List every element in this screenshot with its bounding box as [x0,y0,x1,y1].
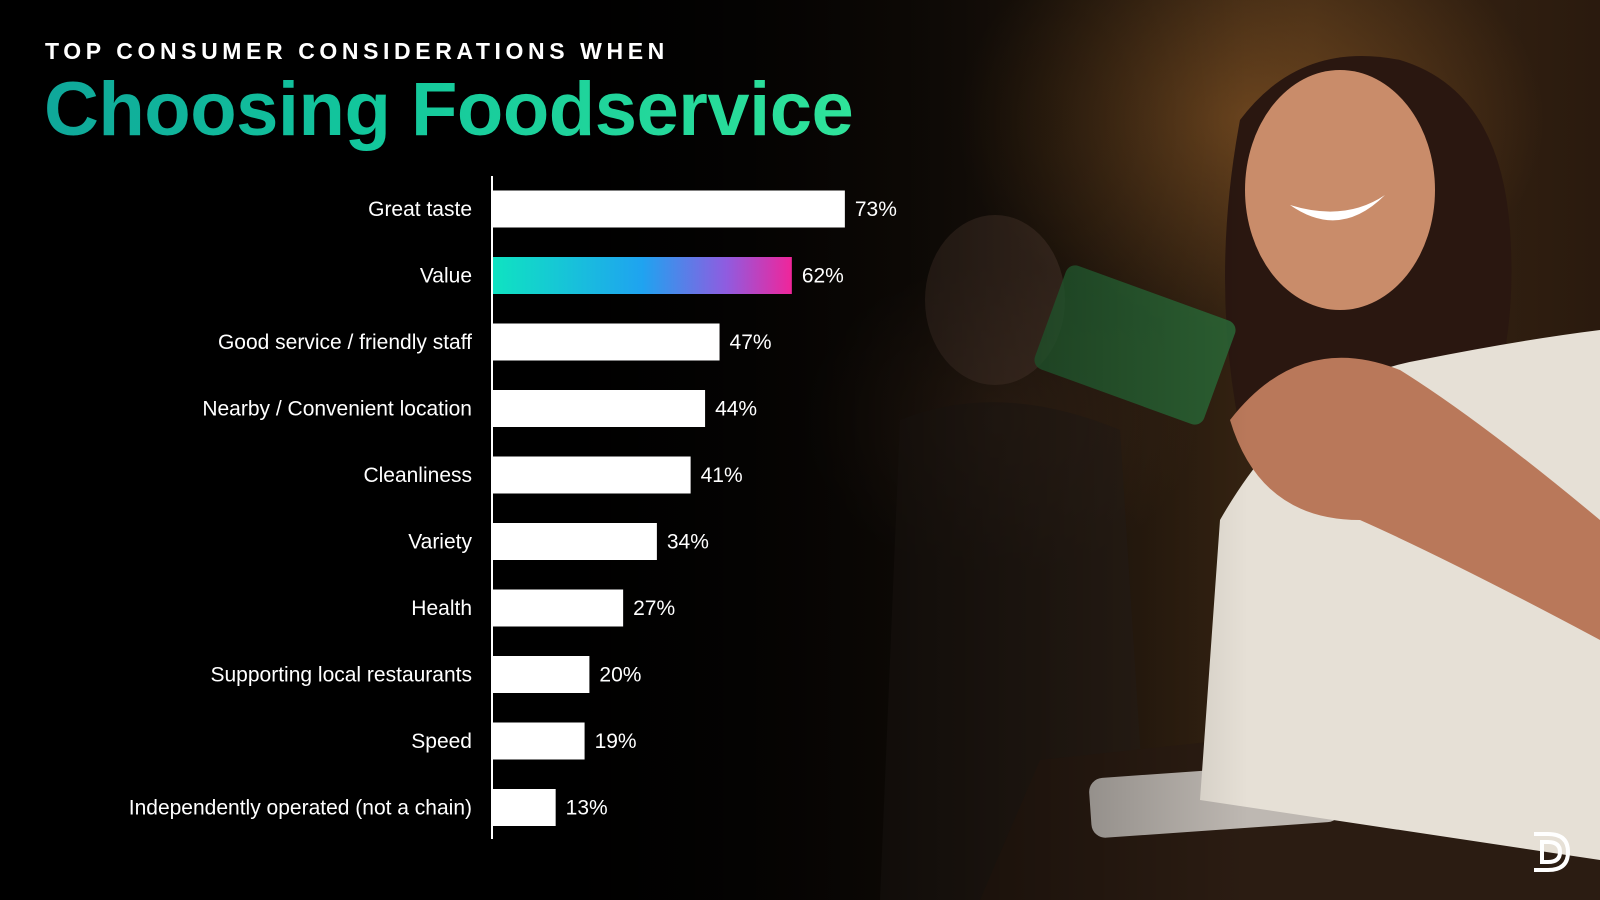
value-label: 62% [802,265,844,288]
category-label: Health [411,597,472,620]
value-label: 47% [730,331,772,354]
chart-title: Choosing Foodservice [44,67,854,152]
bar [493,789,556,826]
category-label: Value [420,265,472,288]
value-label: 44% [715,398,757,421]
category-label: Nearby / Convenient location [202,398,472,421]
value-label: 13% [566,797,608,820]
value-label: 27% [633,597,675,620]
chart-subtitle: TOP CONSUMER CONSIDERATIONS WHEN [45,38,669,64]
category-label: Variety [408,531,472,554]
value-label: 34% [667,531,709,554]
category-label: Great taste [368,198,472,221]
value-label: 41% [701,464,743,487]
bar [493,656,590,693]
value-label: 73% [855,198,897,221]
category-label: Supporting local restaurants [211,664,473,687]
value-label: 20% [599,664,641,687]
category-label: Speed [411,730,472,753]
category-label: Independently operated (not a chain) [129,797,472,820]
company-logo-icon [1534,832,1571,872]
bar [493,523,657,560]
bar [493,323,720,361]
bar [493,589,624,627]
value-label: 19% [595,730,637,753]
category-label: Good service / friendly staff [218,331,472,354]
bar [493,722,585,760]
bar [493,190,845,228]
bar-highlighted [493,257,792,294]
bar [493,456,691,494]
bar [493,390,706,427]
category-label: Cleanliness [363,464,472,487]
